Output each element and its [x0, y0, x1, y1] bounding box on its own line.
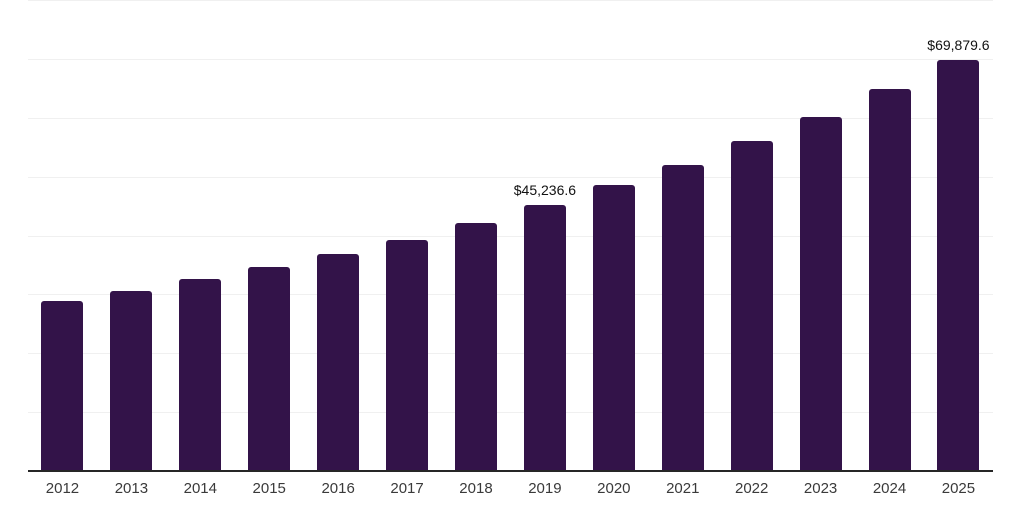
- x-tick-label-2014: 2014: [183, 480, 217, 497]
- bar-2023[interactable]: [799, 116, 842, 471]
- gridline-10000: [28, 412, 993, 414]
- x-axis-labels: 2012 2013 2014 2015 2016 2017 2018 2019 2020 2021…: [28, 480, 993, 497]
- bar-slot-2017: [373, 0, 442, 471]
- value-label-2019: $45,236.6: [513, 181, 577, 198]
- bar-slot-2020: [579, 0, 648, 471]
- value-label-2025: $69,879.6: [927, 36, 990, 53]
- x-tick-label-2017: 2017: [390, 480, 424, 497]
- x-tick-label-2024: 2024: [872, 480, 907, 497]
- bar-2020[interactable]: [592, 184, 635, 471]
- bar-2014[interactable]: [179, 278, 222, 471]
- gridline-70000: [28, 58, 993, 60]
- bar-2021[interactable]: [661, 164, 704, 471]
- bar-2018[interactable]: [454, 222, 497, 471]
- gridline-60000: [28, 117, 993, 119]
- bar-slot-2022: [717, 0, 786, 471]
- gridline-80000: [28, 0, 993, 1]
- bar-2019[interactable]: [523, 204, 566, 471]
- gridline-20000: [28, 353, 993, 355]
- x-tick-label-2020: 2020: [597, 480, 631, 497]
- x-tick-label-2025: 2025: [941, 480, 976, 497]
- bar-slot-2012: [28, 0, 97, 471]
- bar-slot-2019: $45,236.6: [510, 0, 579, 471]
- bar-slot-2013: [97, 0, 166, 471]
- x-tick-label-2023: 2023: [803, 480, 838, 497]
- x-tick-label-2021: 2021: [666, 480, 700, 497]
- bar-2015[interactable]: [248, 266, 291, 471]
- gridline-50000: [28, 176, 993, 178]
- x-tick-label-2022: 2022: [734, 480, 769, 497]
- gridline-30000: [28, 294, 993, 296]
- bar-slot-2021: [648, 0, 717, 471]
- x-tick-label-2018: 2018: [459, 480, 493, 497]
- bar-slot-2015: [235, 0, 304, 471]
- bar-slot-2025: $69,879.6: [924, 0, 993, 471]
- bar-slot-2023: [786, 0, 855, 471]
- plot-area: [28, 0, 993, 471]
- bar-2016[interactable]: [317, 253, 360, 471]
- bar-slot-2018: [442, 0, 511, 471]
- bar-2013[interactable]: [110, 290, 153, 471]
- bar-2024[interactable]: [868, 88, 911, 471]
- gridline-40000: [28, 235, 993, 237]
- x-axis-line: [28, 470, 993, 472]
- x-tick-label-2016: 2016: [321, 480, 355, 497]
- bar-slot-2024: [855, 0, 924, 471]
- bar-2012[interactable]: [41, 300, 84, 471]
- x-tick-label-2015: 2015: [252, 480, 286, 497]
- x-tick-label-2012: 2012: [45, 480, 80, 497]
- bar-slot-2016: [304, 0, 373, 471]
- x-tick-label-2019: 2019: [528, 480, 562, 497]
- x-tick-label-2013: 2013: [114, 480, 149, 497]
- bars-container: $45,236.6 $69,879.6: [28, 0, 993, 471]
- bar-2025[interactable]: [937, 59, 980, 471]
- bar-slot-2014: [166, 0, 235, 471]
- bar-2017[interactable]: [386, 239, 429, 471]
- bar-2022[interactable]: [730, 140, 773, 471]
